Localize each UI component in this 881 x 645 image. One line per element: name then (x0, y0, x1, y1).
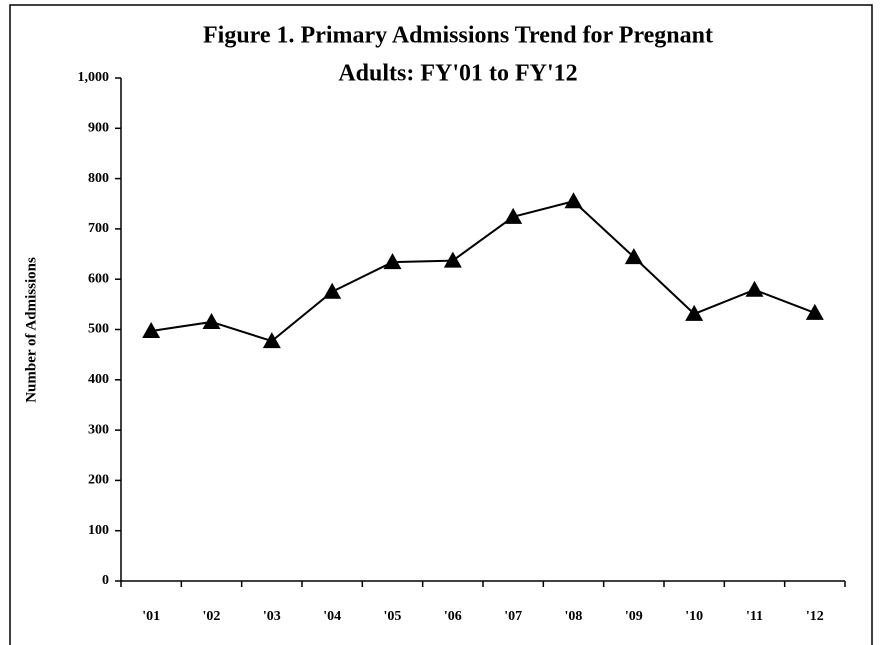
marker (504, 207, 523, 224)
chart-title: Adults: FY'01 to FY'12 (338, 61, 577, 87)
y-tick-label: 300 (88, 422, 109, 437)
y-tick-label: 700 (88, 221, 109, 236)
marker (685, 304, 704, 321)
marker (383, 253, 402, 270)
y-tick-label: 400 (88, 372, 109, 387)
x-tick-label: '11 (746, 609, 763, 624)
y-tick-label: 1,000 (78, 70, 110, 85)
x-tick-label: '09 (625, 609, 643, 624)
x-tick-label: '01 (142, 609, 160, 624)
x-tick-label: '12 (806, 609, 824, 624)
marker (564, 192, 583, 209)
y-axis-label: Number of Admissions (23, 257, 39, 403)
x-tick-label: '02 (203, 609, 221, 624)
marker (142, 322, 161, 339)
y-tick-label: 200 (88, 473, 109, 488)
y-tick-label: 600 (88, 271, 109, 286)
line (151, 200, 816, 343)
chart-title: Figure 1. Primary Admissions Trend for P… (203, 23, 713, 49)
marker (202, 312, 221, 329)
y-tick-label: 500 (88, 322, 109, 337)
marker (443, 251, 462, 268)
x-tick-label: '06 (444, 609, 462, 624)
marker (323, 282, 342, 299)
y-tick-label: 0 (102, 573, 109, 588)
x-tick-label: '03 (263, 609, 281, 624)
marker (624, 248, 643, 265)
x-tick-label: '07 (504, 609, 522, 624)
x-tick-label: '05 (384, 609, 402, 624)
y-tick-label: 100 (88, 523, 109, 538)
marker (745, 280, 764, 297)
x-tick-label: '10 (685, 609, 703, 624)
marker (805, 303, 824, 320)
marker (262, 332, 281, 349)
frame (9, 4, 873, 645)
x-tick-label: '08 (565, 609, 583, 624)
x-tick-label: '04 (323, 609, 341, 624)
y-tick-label: 900 (88, 121, 109, 136)
y-tick-label: 800 (88, 171, 109, 186)
